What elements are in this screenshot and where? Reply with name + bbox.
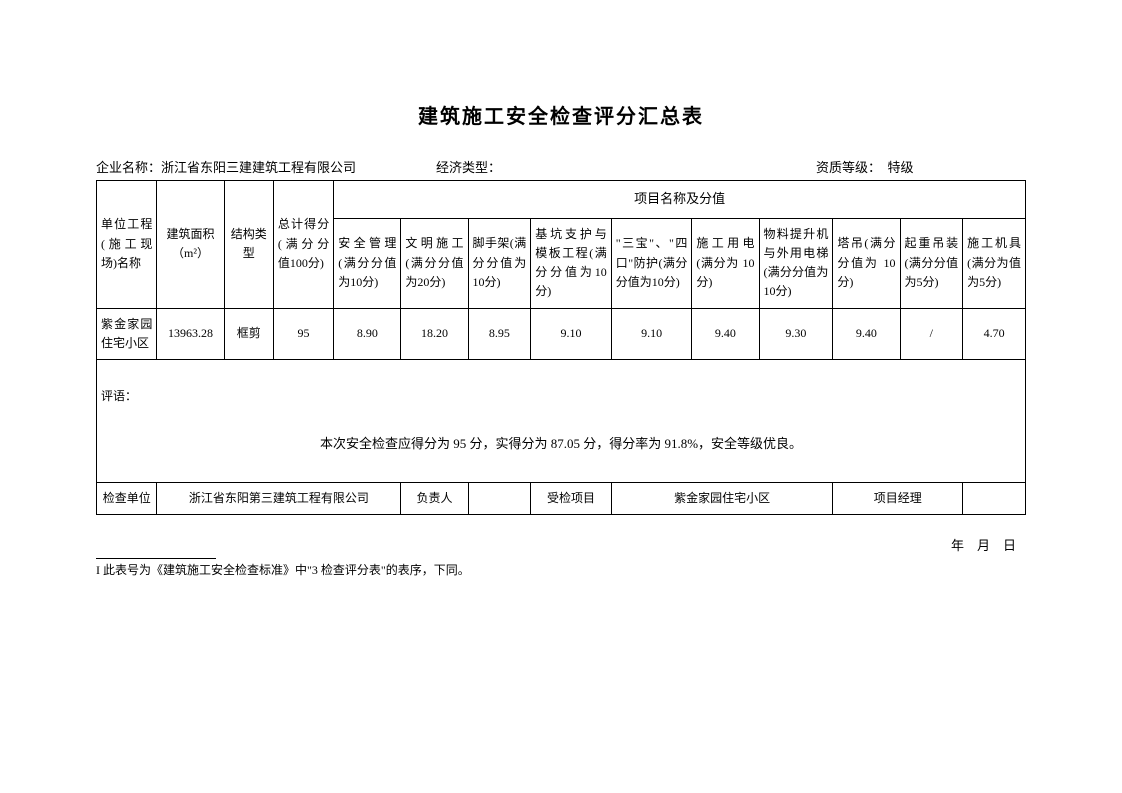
h-s7: 物料提升机与外用电梯(满分分值为10分) (759, 218, 833, 308)
h-s9: 起重吊装(满分分值为5分) (900, 218, 963, 308)
r-v7: 9.30 (759, 308, 833, 359)
r-v9: / (900, 308, 963, 359)
f-l3: 受检项目 (531, 482, 612, 514)
r-v4: 9.10 (531, 308, 612, 359)
h-s10: 施工机具(满分为值为5分) (963, 218, 1026, 308)
h-col3: 结构类型 (224, 181, 273, 309)
h-s4: 基坑支护与模板工程(满分分值为10分) (531, 218, 612, 308)
r-v2: 18.20 (401, 308, 468, 359)
r-v6: 9.40 (692, 308, 759, 359)
footnote: I 此表号为《建筑施工安全检查标准》中"3 检查评分表"的表序，下同。 (96, 561, 1026, 578)
h-col1: 单位工程(施工现场)名称 (97, 181, 157, 309)
comment-body: 本次安全检查应得分为 95 分，实得分为 87.05 分，得分率为 91.8%，… (101, 434, 1021, 455)
grade-label: 资质等级： (816, 160, 875, 175)
h-s1: 安全管理(满分分值为10分) (334, 218, 401, 308)
r-v3: 8.95 (468, 308, 531, 359)
h-section: 项目名称及分值 (334, 181, 1026, 219)
table-header-row-1: 单位工程(施工现场)名称 建筑面积（m²） 结构类型 总计得分(满分分值100分… (97, 181, 1026, 219)
f-v1: 浙江省东阳第三建筑工程有限公司 (157, 482, 401, 514)
r-v5: 9.10 (611, 308, 692, 359)
company-value: 浙江省东阳三建建筑工程有限公司 (161, 160, 356, 175)
comment-row: 评语： 本次安全检查应得分为 95 分，实得分为 87.05 分，得分率为 91… (97, 359, 1026, 482)
f-v2 (468, 482, 531, 514)
r-total: 95 (273, 308, 333, 359)
f-l1: 检查单位 (97, 482, 157, 514)
meta-row: 企业名称：浙江省东阳三建建筑工程有限公司 经济类型： 资质等级： 特级 (96, 157, 1026, 176)
r-v8: 9.40 (833, 308, 900, 359)
company-label: 企业名称： (96, 160, 161, 175)
r-v1: 8.90 (334, 308, 401, 359)
summary-table: 单位工程(施工现场)名称 建筑面积（m²） 结构类型 总计得分(满分分值100分… (96, 180, 1026, 515)
comment-label: 评语： (101, 387, 1021, 406)
footnote-rule (96, 558, 216, 559)
r-area: 13963.28 (157, 308, 224, 359)
h-col4: 总计得分(满分分值100分) (273, 181, 333, 309)
f-l4: 项目经理 (833, 482, 963, 514)
date-line: 年 月 日 (96, 515, 1026, 558)
h-s6: 施工用电(满分为 10分) (692, 218, 759, 308)
f-v3: 紫金家园住宅小区 (611, 482, 833, 514)
r-v10: 4.70 (963, 308, 1026, 359)
h-s3: 脚手架(满分分值为10分) (468, 218, 531, 308)
h-s2: 文明施工(满分分值为20分) (401, 218, 468, 308)
grade-value: 特级 (888, 160, 914, 175)
h-col2: 建筑面积（m²） (157, 181, 224, 309)
econ-label: 经济类型： (436, 160, 501, 175)
f-v4 (963, 482, 1026, 514)
h-s5: "三宝"、"四口"防护(满分分值为10分) (611, 218, 692, 308)
h-s8: 塔吊(满分分值为 10分) (833, 218, 900, 308)
page-title: 建筑施工安全检查评分汇总表 (96, 100, 1026, 129)
data-row: 紫金家园住宅小区 13963.28 框剪 95 8.90 18.20 8.95 … (97, 308, 1026, 359)
f-l2: 负责人 (401, 482, 468, 514)
r-name: 紫金家园住宅小区 (97, 308, 157, 359)
r-structure: 框剪 (224, 308, 273, 359)
footer-row: 检查单位 浙江省东阳第三建筑工程有限公司 负责人 受检项目 紫金家园住宅小区 项… (97, 482, 1026, 514)
